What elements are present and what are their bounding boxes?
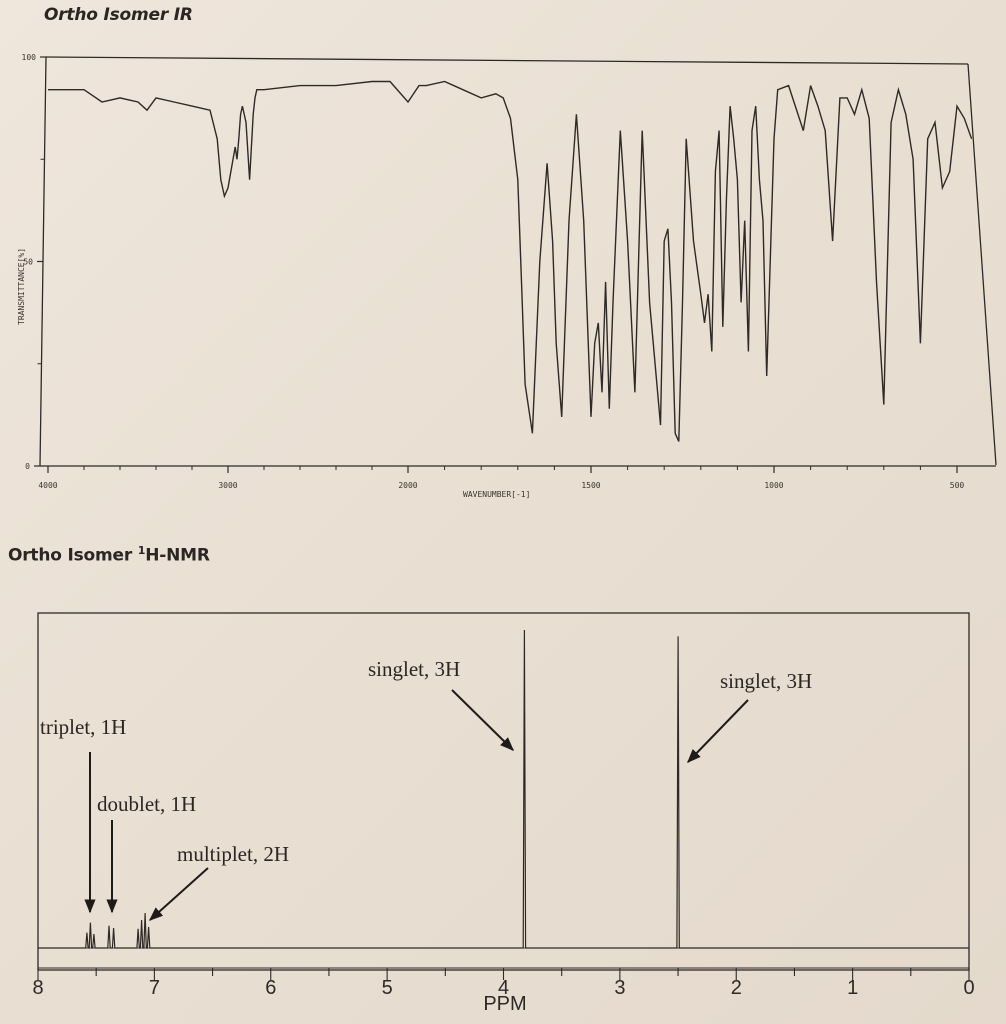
ir-x-tick-label: 1000 xyxy=(764,481,783,490)
ir-x-tick-label: 4000 xyxy=(38,481,57,490)
ir-x-tick-label: 3000 xyxy=(218,481,237,490)
annotation-singlet-b: singlet, 3H xyxy=(720,669,812,693)
nmr-x-tick-label: 7 xyxy=(149,977,160,999)
ir-x-axis-label: WAVENUMBER[-1] xyxy=(463,490,530,499)
nmr-chart: 876543210 PPM triplet, 1H doublet, 1H mu… xyxy=(32,613,974,1015)
annotation-triplet: triplet, 1H xyxy=(40,715,126,739)
annotation-multiplet: multiplet, 2H xyxy=(177,842,289,866)
arrow-singlet-b xyxy=(688,700,748,762)
nmr-x-tick-label: 1 xyxy=(847,977,858,999)
arrow-singlet-a xyxy=(452,690,513,750)
nmr-x-axis-label: PPM xyxy=(483,993,526,1015)
annotation-singlet-a: singlet, 3H xyxy=(368,657,460,681)
arrow-multiplet xyxy=(150,868,208,920)
ir-x-tick-label: 2000 xyxy=(398,481,417,490)
nmr-x-tick-label: 8 xyxy=(32,977,43,999)
nmr-x-tick-label: 6 xyxy=(265,977,276,999)
ir-x-ticks: 4000 3000 2000 1500 1000 500 xyxy=(38,466,964,490)
ir-y-tick-label: 0 xyxy=(25,462,30,471)
ir-x-tick-label: 500 xyxy=(950,481,965,490)
nmr-x-tick-label: 3 xyxy=(614,977,625,999)
ir-y-axis-label: TRANSMITTANCE[%] xyxy=(17,248,26,325)
ir-chart: 100 500 4000 3000 2000 1500 1000 500 TRANSMITT… xyxy=(17,53,996,499)
ir-y-tick-label: 100 xyxy=(22,53,37,62)
nmr-x-tick-label: 0 xyxy=(963,977,974,999)
nmr-x-tick-label: 2 xyxy=(731,977,742,999)
annotation-doublet: doublet, 1H xyxy=(97,792,196,816)
ir-spectrum-line xyxy=(48,82,972,442)
spectra-canvas: 100500 40003000200015001000500 TRANSMITT… xyxy=(0,0,1006,1024)
ir-x-tick-label: 1500 xyxy=(581,481,600,490)
nmr-spectrum-line xyxy=(38,630,969,948)
nmr-x-tick-label: 5 xyxy=(382,977,393,999)
